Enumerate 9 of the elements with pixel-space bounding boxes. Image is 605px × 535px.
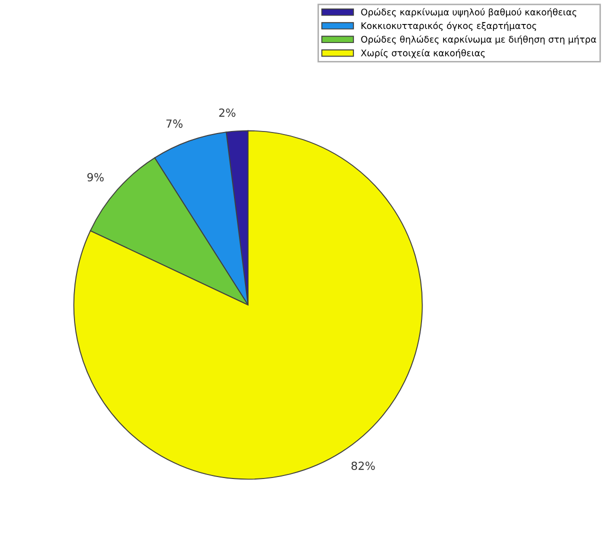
data-label: 2%	[219, 108, 236, 117]
pie-slice	[73, 130, 423, 480]
legend-label: Ορώδες θηλώδες καρκίνωμα με διήθηση στη μήτρα	[361, 35, 596, 44]
data-label: 82%	[352, 462, 375, 470]
legend-label: Χωρίς στοιχεία κακοήθειας	[360, 48, 485, 58]
legend-label: Ορώδες καρκίνωμα υψηλού βαθμού κακοήθειας	[361, 8, 576, 18]
legend-label: Κοκκιοκυτταρικός όγκος εξαρτήματος	[362, 22, 536, 31]
data-label: 7%	[166, 119, 183, 128]
data-label: 9%	[87, 173, 104, 182]
